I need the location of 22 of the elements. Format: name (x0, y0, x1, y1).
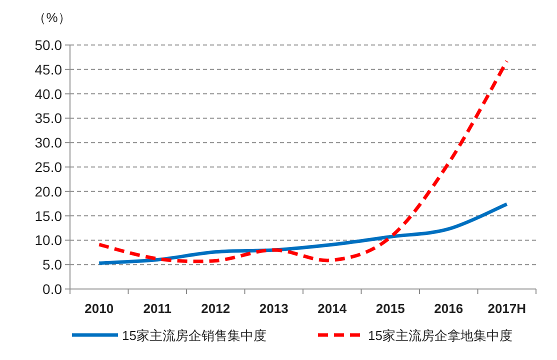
x-tick-label: 2011 (143, 301, 172, 316)
y-tick-label: 10.0 (34, 232, 62, 248)
y-tick-label: 40.0 (34, 86, 62, 102)
x-tick-label: 2016 (434, 301, 464, 316)
y-tick-label: 5.0 (42, 256, 62, 273)
y-tick-label: 50.0 (34, 37, 62, 53)
legend-label: 15家主流房企拿地集中度 (368, 328, 512, 343)
x-tick-label: 2015 (376, 301, 405, 316)
x-tick-label: 2010 (84, 301, 114, 316)
x-tick-label: 2013 (259, 301, 288, 316)
y-tick-label: 30.0 (34, 134, 62, 151)
y-tick-label: 20.0 (34, 183, 62, 200)
x-tick-label: 2012 (201, 301, 230, 316)
y-tick-label: 25.0 (34, 159, 62, 175)
y-tick-label: 35.0 (34, 110, 62, 126)
x-tick-label: 2014 (318, 301, 348, 316)
y-axis-title: （%） (33, 10, 71, 25)
y-tick-label: 15.0 (34, 208, 62, 224)
y-tick-label: 0.0 (42, 281, 62, 297)
x-tick-label: 2017H (488, 301, 526, 316)
legend-label: 15家主流房企销售集中度 (122, 328, 266, 343)
y-tick-label: 45.0 (34, 61, 62, 78)
